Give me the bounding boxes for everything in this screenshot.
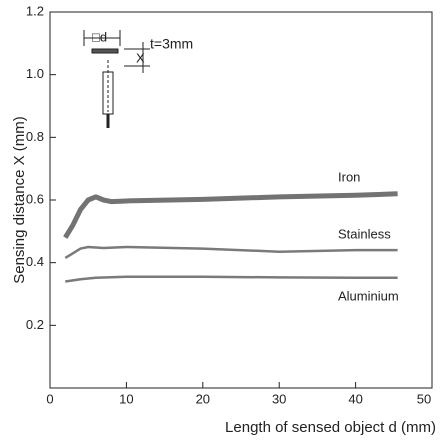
- x-tick-label: 50: [417, 391, 431, 406]
- y-tick-label: 0.2: [26, 317, 44, 332]
- series-label: Iron: [338, 169, 360, 184]
- series-label: Stainless: [338, 226, 391, 241]
- y-tick-label: 1.0: [26, 66, 44, 81]
- inset-diagram: [83, 30, 150, 128]
- y-tick-label: 0.4: [26, 254, 44, 269]
- x-tick-label: 40: [348, 391, 362, 406]
- x-tick-label: 10: [119, 391, 133, 406]
- x-tick-label: 20: [196, 391, 210, 406]
- x-axis-label: Length of sensed object d (mm): [225, 419, 436, 436]
- y-tick-label: 0.6: [26, 191, 44, 206]
- series-line: [63, 191, 398, 239]
- series-label: Aluminium: [338, 288, 399, 303]
- y-tick-label: 1.2: [26, 3, 44, 18]
- x-tick-label: 0: [46, 391, 53, 406]
- series-line: [65, 275, 398, 283]
- inset-label: X: [136, 50, 145, 65]
- y-tick-label: 0.8: [26, 129, 44, 144]
- inset-label: □d: [92, 29, 107, 44]
- y-axis-label: Sensing distance X (mm): [11, 116, 28, 284]
- series-line: [64, 245, 398, 260]
- x-tick-label: 30: [272, 391, 286, 406]
- inset-label: t=3mm: [150, 36, 193, 52]
